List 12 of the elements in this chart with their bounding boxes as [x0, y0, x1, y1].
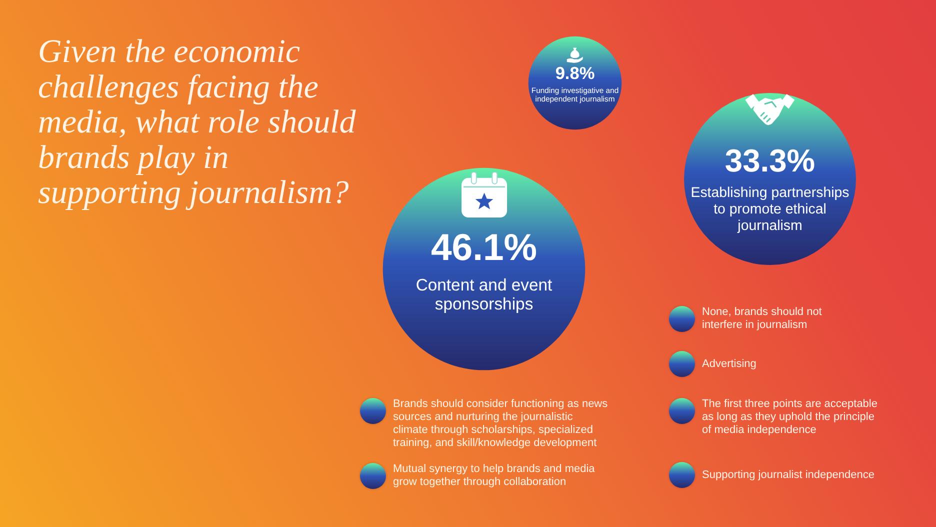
text: Brands should consider functioning as news sources and nurturing the journalistic climate through scholarships, specialized training, and skill/knowledge development: [393, 398, 609, 450]
text: None, brands should not interfere in journalism: [702, 306, 823, 332]
text: The first three points are acceptable as long as they uphold the principle of media independence: [702, 398, 878, 437]
data-label: 9.8%: [555, 62, 595, 83]
category-label: Establishing partnerships to promote ethical journalism: [690, 185, 850, 234]
data-label: 33.3%: [724, 142, 816, 178]
data-label: 46.1%: [430, 226, 538, 268]
category-label: Content and event sponsorships: [416, 275, 553, 314]
text: Advertising: [702, 356, 758, 372]
text: Given the economic challenges facing the media, what role should brands play in supporting journalism?: [38, 34, 356, 212]
text: Mutual synergy to help brands and media grow together through collaboration: [393, 463, 596, 489]
text: Supporting journalist independence: [702, 468, 876, 482]
